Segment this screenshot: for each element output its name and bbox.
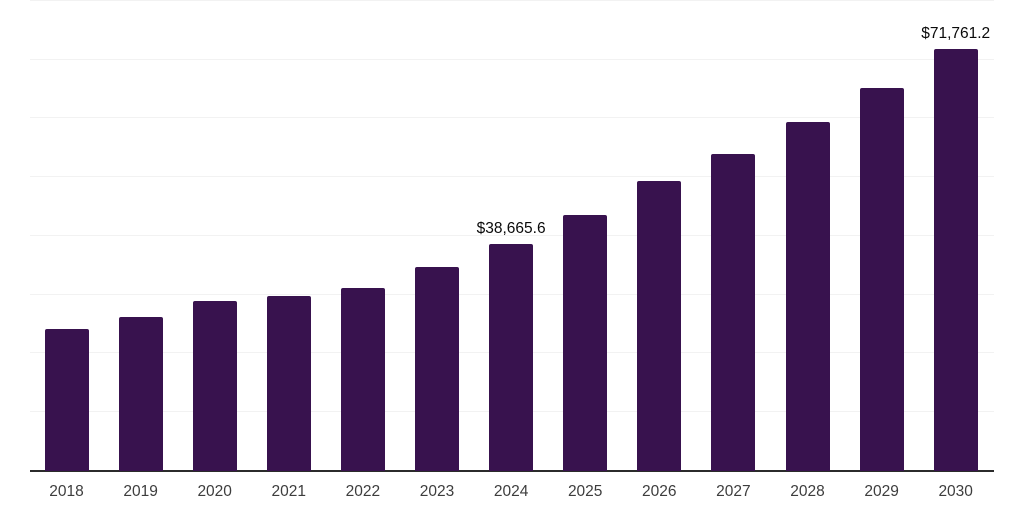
bar-2026[interactable] xyxy=(637,181,682,471)
x-tick-label-2025: 2025 xyxy=(567,483,603,500)
bar-2025[interactable] xyxy=(563,215,608,471)
x-tick-label-2029: 2029 xyxy=(864,483,899,500)
x-tick-label-2022: 2022 xyxy=(345,483,381,500)
bar-2024[interactable] xyxy=(489,243,534,471)
x-tick-label-2027: 2027 xyxy=(716,483,751,500)
bar-2030[interactable] xyxy=(933,49,978,471)
gridline-50000 xyxy=(30,176,994,178)
x-tick-label-2024: 2024 xyxy=(493,483,529,500)
bar-2028[interactable] xyxy=(785,122,830,471)
bar-2018[interactable] xyxy=(44,329,89,471)
x-tick-label-2018: 2018 xyxy=(49,483,84,500)
bar-2020[interactable] xyxy=(192,300,237,471)
bar-2022[interactable] xyxy=(340,287,385,471)
bar-2027[interactable] xyxy=(711,153,756,471)
gridline-40000 xyxy=(30,234,994,236)
x-tick-label-2020: 2020 xyxy=(197,483,232,500)
bar-2023[interactable] xyxy=(415,267,459,471)
x-tick-label-2026: 2026 xyxy=(642,483,677,500)
bar-2029[interactable] xyxy=(859,88,904,471)
bar-value-label-2030: $71,761.2 xyxy=(921,25,991,43)
bar-value-label-2024: $38,665.6 xyxy=(476,219,546,237)
plot-area: $38,665.6 $71,761.2 xyxy=(30,0,994,472)
bar-2019[interactable] xyxy=(118,316,163,471)
gridline-70000 xyxy=(30,58,994,60)
x-axis-line xyxy=(30,470,994,472)
x-tick-label-2028: 2028 xyxy=(790,483,825,500)
x-tick-label-2019: 2019 xyxy=(123,483,158,500)
x-tick-label-2023: 2023 xyxy=(419,483,455,500)
x-tick-label-2030: 2030 xyxy=(938,483,973,500)
bar-2021[interactable] xyxy=(266,296,311,471)
gridline-60000 xyxy=(30,117,994,119)
gridline-80000 xyxy=(30,0,994,1)
x-tick-label-2021: 2021 xyxy=(271,483,307,500)
